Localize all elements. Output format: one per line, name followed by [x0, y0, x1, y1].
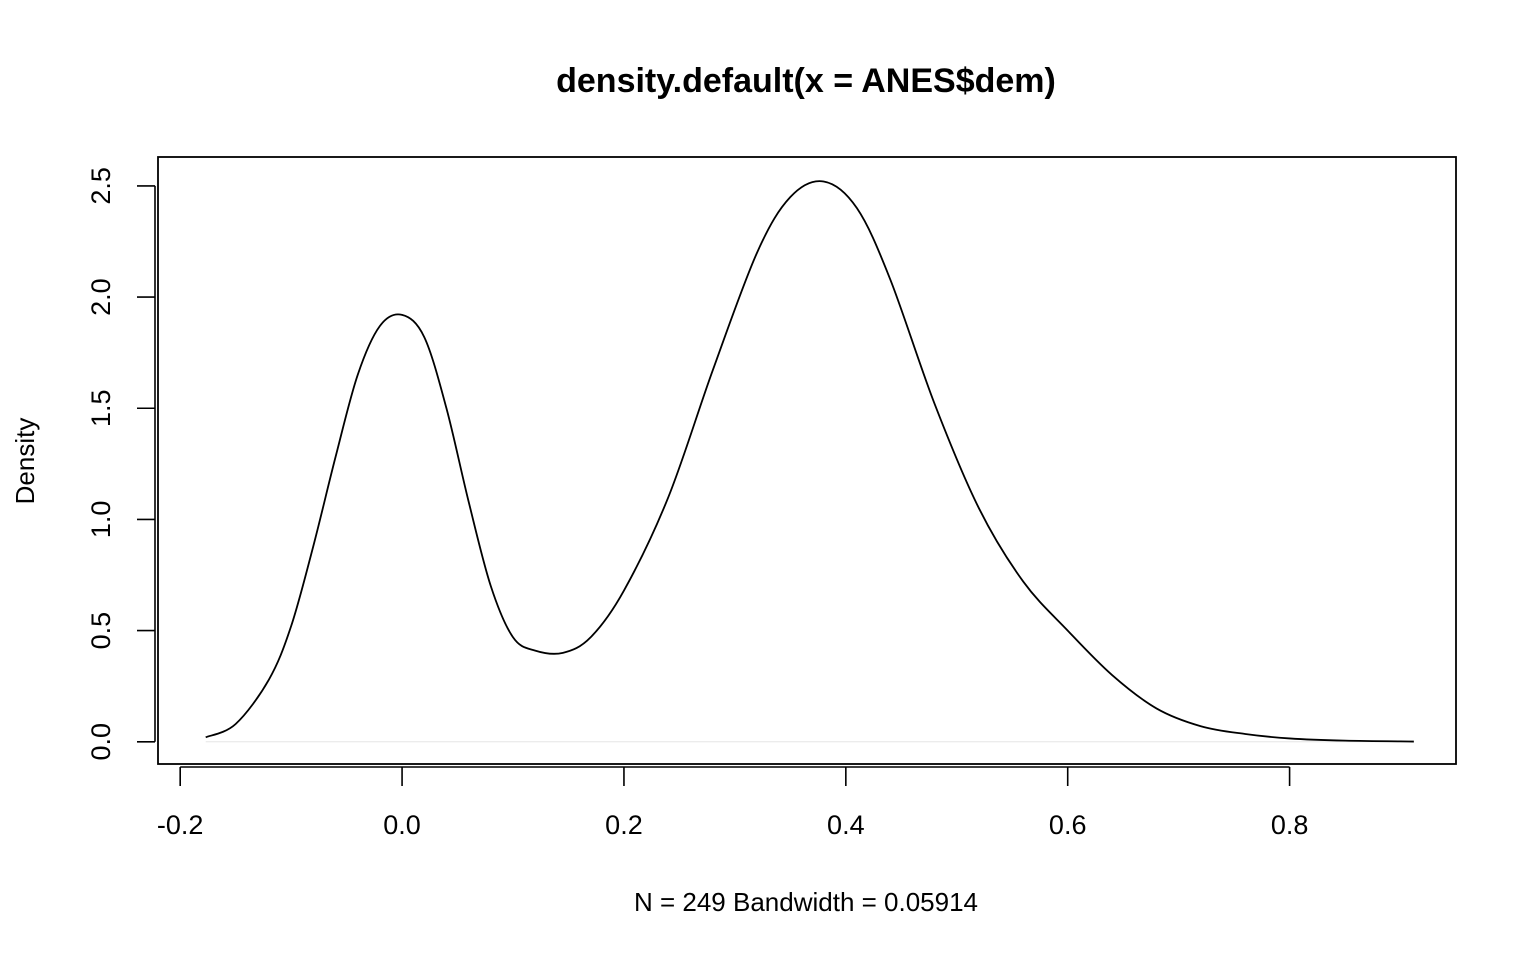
- y-tick-label: 0.5: [86, 612, 116, 650]
- y-axis: 0.0 0.5 1.0 1.5 2.0 2.5: [86, 167, 156, 761]
- density-curve: [205, 180, 1414, 743]
- y-tick-label: 2.5: [86, 167, 116, 205]
- x-tick-label: 0.8: [1271, 810, 1309, 840]
- chart-title: density.default(x = ANES$dem): [556, 62, 1056, 100]
- plot-frame: [157, 156, 1457, 765]
- x-tick-label: -0.2: [157, 810, 204, 840]
- x-tick-label: 0.0: [383, 810, 421, 840]
- y-tick-label: 1.5: [86, 389, 116, 427]
- x-axis-label: N = 249 Bandwidth = 0.05914: [634, 887, 978, 917]
- x-tick-label: 0.4: [827, 810, 865, 840]
- y-tick-label: 0.0: [86, 723, 116, 761]
- x-tick-label: 0.2: [605, 810, 643, 840]
- x-tick-label: 0.6: [1049, 810, 1087, 840]
- y-tick-label: 2.0: [86, 278, 116, 316]
- x-axis: -0.2 0.0 0.2 0.4 0.6 0.8: [157, 766, 1309, 840]
- y-tick-label: 1.0: [86, 501, 116, 539]
- y-axis-label: Density: [10, 418, 40, 505]
